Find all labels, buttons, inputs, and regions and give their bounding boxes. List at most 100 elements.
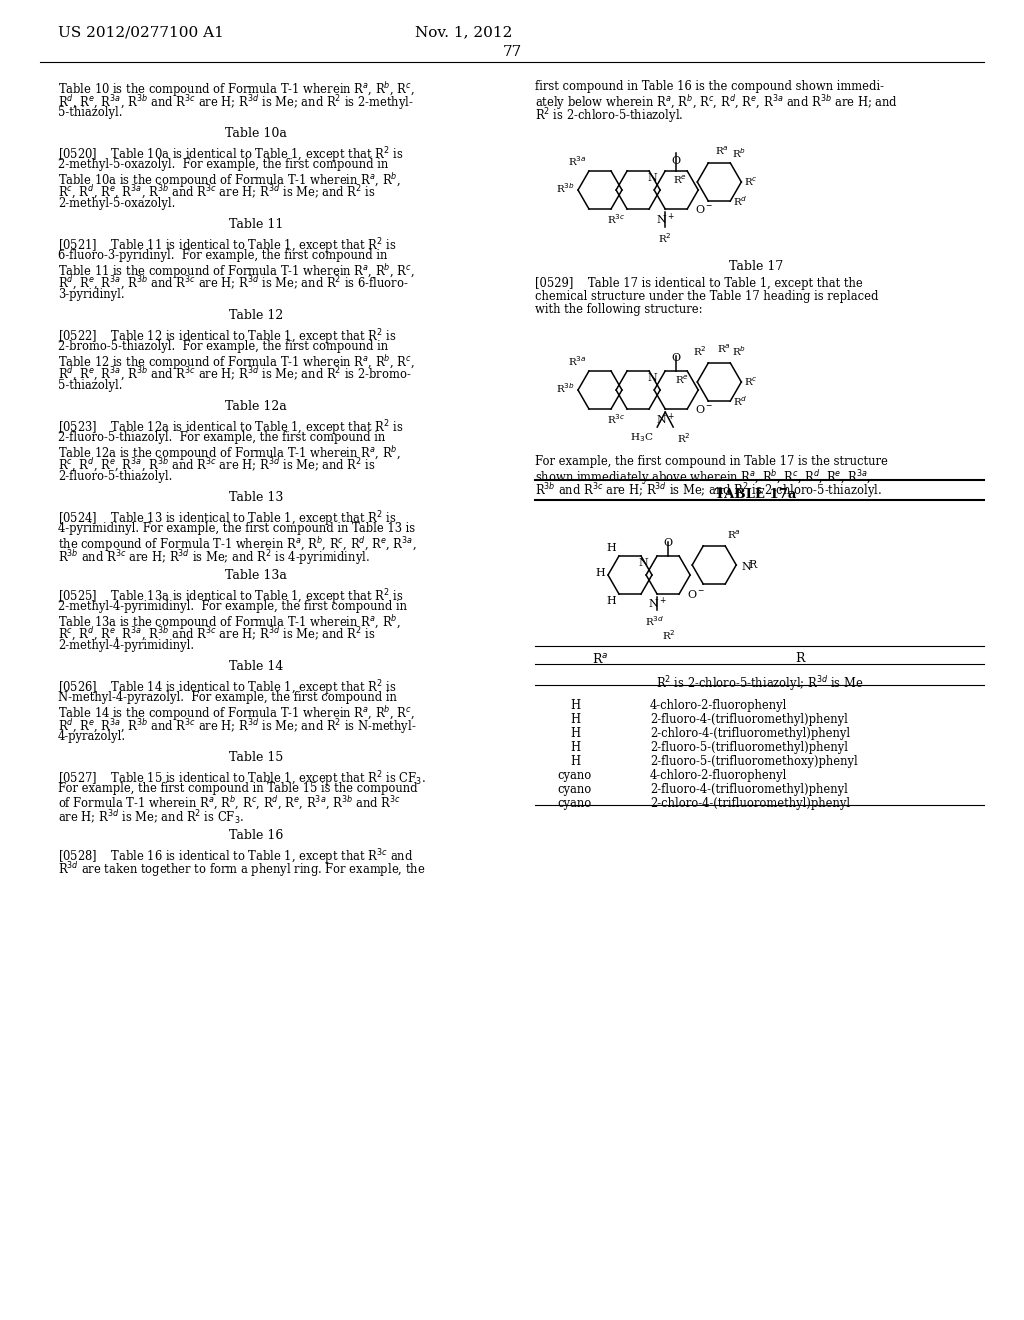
Text: H$_3$C: H$_3$C: [630, 432, 653, 444]
Text: N$^+$: N$^+$: [655, 412, 675, 428]
Text: R$^2$: R$^2$: [663, 628, 676, 642]
Text: H: H: [606, 543, 616, 553]
Text: 2-methyl-5-oxazolyl.  For example, the first compound in: 2-methyl-5-oxazolyl. For example, the fi…: [58, 158, 388, 172]
Text: R$^{3d}$: R$^{3d}$: [644, 614, 664, 628]
Text: R$^c$, R$^d$, R$^e$, R$^{3a}$, R$^{3b}$ and R$^{3c}$ are H; R$^{3d}$ is Me; and : R$^c$, R$^d$, R$^e$, R$^{3a}$, R$^{3b}$ …: [58, 626, 376, 643]
Text: Table 12a is the compound of Formula T-1 wherein R$^a$, R$^b$,: Table 12a is the compound of Formula T-1…: [58, 444, 400, 463]
Text: R$^a$: R$^a$: [727, 528, 741, 541]
Text: O$^-$: O$^-$: [695, 203, 714, 215]
Text: N: N: [639, 558, 648, 569]
Text: Table 15: Table 15: [229, 751, 283, 764]
Text: 2-fluoro-5-(trifluoromethyl)phenyl: 2-fluoro-5-(trifluoromethyl)phenyl: [650, 741, 848, 754]
Text: R$^{3d}$ are taken together to form a phenyl ring. For example, the: R$^{3d}$ are taken together to form a ph…: [58, 861, 425, 879]
Text: R$^{3b}$ and R$^{3c}$ are H; R$^{3d}$ is Me; and R$^2$ is 2-chloro-5-thiazolyl.: R$^{3b}$ and R$^{3c}$ are H; R$^{3d}$ is…: [535, 480, 882, 500]
Text: N: N: [741, 562, 751, 572]
Text: 2-methyl-4-pyrimidinyl.: 2-methyl-4-pyrimidinyl.: [58, 639, 195, 652]
Text: TABLE 17a: TABLE 17a: [716, 488, 797, 502]
Text: [0523]    Table 12a is identical to Table 1, except that R$^2$ is: [0523] Table 12a is identical to Table 1…: [58, 418, 403, 438]
Text: For example, the first compound in Table 17 is the structure: For example, the first compound in Table…: [535, 455, 888, 469]
Text: R$^{3b}$: R$^{3b}$: [556, 381, 575, 395]
Text: R$^c$, R$^d$, R$^e$, R$^{3a}$, R$^{3b}$ and R$^{3c}$ are H; R$^{3d}$ is Me; and : R$^c$, R$^d$, R$^e$, R$^{3a}$, R$^{3b}$ …: [58, 457, 376, 474]
Text: R$^2$ is 2-chloro-5-thiazolyl; R$^{3d}$ is Me: R$^2$ is 2-chloro-5-thiazolyl; R$^{3d}$ …: [656, 675, 864, 693]
Text: [0520]    Table 10a is identical to Table 1, except that R$^2$ is: [0520] Table 10a is identical to Table 1…: [58, 145, 403, 165]
Text: Table 14: Table 14: [228, 660, 284, 673]
Text: 2-methyl-5-oxazolyl.: 2-methyl-5-oxazolyl.: [58, 197, 175, 210]
Text: R$^e$: R$^e$: [673, 174, 687, 186]
Text: with the following structure:: with the following structure:: [535, 304, 702, 315]
Text: cyano: cyano: [558, 783, 592, 796]
Text: Table 11 is the compound of Formula T-1 wherein R$^a$, R$^b$, R$^c$,: Table 11 is the compound of Formula T-1 …: [58, 261, 415, 281]
Text: [0528]    Table 16 is identical to Table 1, except that R$^{3c}$ and: [0528] Table 16 is identical to Table 1,…: [58, 847, 414, 867]
Text: R$^2$: R$^2$: [692, 345, 707, 358]
Text: Table 16: Table 16: [228, 829, 284, 842]
Text: 2-fluoro-5-thiazolyl.: 2-fluoro-5-thiazolyl.: [58, 470, 172, 483]
Text: Table 12a: Table 12a: [225, 400, 287, 413]
Text: US 2012/0277100 A1: US 2012/0277100 A1: [58, 25, 224, 40]
Text: H: H: [570, 755, 580, 768]
Text: Table 17: Table 17: [729, 260, 783, 273]
Text: N: N: [648, 374, 657, 384]
Text: [0524]    Table 13 is identical to Table 1, except that R$^2$ is: [0524] Table 13 is identical to Table 1,…: [58, 510, 396, 528]
Text: Table 12: Table 12: [229, 309, 283, 322]
Text: 5-thiazolyl.: 5-thiazolyl.: [58, 106, 123, 119]
Text: R$^a$: R$^a$: [718, 343, 731, 355]
Text: R$^2$: R$^2$: [658, 231, 672, 244]
Text: R$^{3c}$: R$^{3c}$: [606, 412, 625, 426]
Text: R$^b$: R$^b$: [732, 147, 746, 160]
Text: ately below wherein R$^a$, R$^b$, R$^c$, R$^d$, R$^e$, R$^{3a}$ and R$^{3b}$ are: ately below wherein R$^a$, R$^b$, R$^c$,…: [535, 92, 898, 112]
Text: chemical structure under the Table 17 heading is replaced: chemical structure under the Table 17 he…: [535, 290, 879, 304]
Text: H: H: [570, 713, 580, 726]
Text: R$^c$: R$^c$: [744, 176, 758, 189]
Text: of Formula T-1 wherein R$^a$, R$^b$, R$^c$, R$^d$, R$^e$, R$^{3a}$, R$^{3b}$ and: of Formula T-1 wherein R$^a$, R$^b$, R$^…: [58, 795, 401, 812]
Text: cyano: cyano: [558, 770, 592, 781]
Text: R$^{3b}$: R$^{3b}$: [556, 181, 575, 195]
Text: R$^{3a}$: R$^{3a}$: [568, 154, 587, 168]
Text: 6-fluoro-3-pyridinyl.  For example, the first compound in: 6-fluoro-3-pyridinyl. For example, the f…: [58, 249, 387, 261]
Text: Nov. 1, 2012: Nov. 1, 2012: [415, 25, 512, 40]
Text: 3-pyridinyl.: 3-pyridinyl.: [58, 288, 125, 301]
Text: R$^2$: R$^2$: [677, 432, 691, 445]
Text: cyano: cyano: [558, 797, 592, 810]
Text: R$^b$: R$^b$: [732, 345, 746, 358]
Text: 2-chloro-4-(trifluoromethyl)phenyl: 2-chloro-4-(trifluoromethyl)phenyl: [650, 727, 850, 741]
Text: 5-thiazolyl.: 5-thiazolyl.: [58, 379, 123, 392]
Text: the compound of Formula T-1 wherein R$^a$, R$^b$, R$^c$, R$^d$, R$^e$, R$^{3a}$,: the compound of Formula T-1 wherein R$^a…: [58, 535, 417, 554]
Text: H: H: [570, 727, 580, 741]
Text: 4-chloro-2-fluorophenyl: 4-chloro-2-fluorophenyl: [650, 700, 787, 711]
Text: O$^-$: O$^-$: [687, 587, 706, 601]
Text: N$^+$: N$^+$: [655, 213, 675, 227]
Text: [0527]    Table 15 is identical to Table 1, except that R$^2$ is CF$_3$.: [0527] Table 15 is identical to Table 1,…: [58, 770, 426, 788]
Text: R: R: [749, 560, 757, 570]
Text: 2-fluoro-4-(trifluoromethyl)phenyl: 2-fluoro-4-(trifluoromethyl)phenyl: [650, 713, 848, 726]
Text: [0522]    Table 12 is identical to Table 1, except that R$^2$ is: [0522] Table 12 is identical to Table 1,…: [58, 327, 396, 347]
Text: are H; R$^{3d}$ is Me; and R$^2$ is CF$_3$.: are H; R$^{3d}$ is Me; and R$^2$ is CF$_…: [58, 808, 244, 826]
Text: N-methyl-4-pyrazolyl.  For example, the first compound in: N-methyl-4-pyrazolyl. For example, the f…: [58, 690, 397, 704]
Text: H: H: [606, 597, 616, 606]
Text: O$^-$: O$^-$: [695, 403, 714, 414]
Text: Table 10a is the compound of Formula T-1 wherein R$^a$, R$^b$,: Table 10a is the compound of Formula T-1…: [58, 172, 400, 190]
Text: For example, the first compound in Table 15 is the compound: For example, the first compound in Table…: [58, 781, 418, 795]
Text: H: H: [570, 741, 580, 754]
Text: R$^c$, R$^d$, R$^e$, R$^{3a}$, R$^{3b}$ and R$^{3c}$ are H; R$^{3d}$ is Me; and : R$^c$, R$^d$, R$^e$, R$^{3a}$, R$^{3b}$ …: [58, 183, 376, 202]
Text: Table 10a: Table 10a: [225, 127, 287, 140]
Text: Table 14 is the compound of Formula T-1 wherein R$^a$, R$^b$, R$^c$,: Table 14 is the compound of Formula T-1 …: [58, 704, 415, 723]
Text: 4-pyrimidinyl. For example, the first compound in Table 13 is: 4-pyrimidinyl. For example, the first co…: [58, 521, 415, 535]
Text: first compound in Table 16 is the compound shown immedi-: first compound in Table 16 is the compou…: [535, 81, 884, 92]
Text: N: N: [648, 173, 657, 183]
Text: R$^d$, R$^e$, R$^{3a}$, R$^{3b}$ and R$^{3c}$ are H; R$^{3d}$ is Me; and R$^2$ i: R$^d$, R$^e$, R$^{3a}$, R$^{3b}$ and R$^…: [58, 275, 409, 292]
Text: 4-chloro-2-fluorophenyl: 4-chloro-2-fluorophenyl: [650, 770, 787, 781]
Text: R$^2$ is 2-chloro-5-thiazolyl.: R$^2$ is 2-chloro-5-thiazolyl.: [535, 106, 683, 125]
Text: H: H: [595, 568, 605, 578]
Text: shown immediately above wherein R$^a$, R$^b$, R$^c$, R$^d$, R$^e$, R$^{3a}$,: shown immediately above wherein R$^a$, R…: [535, 469, 871, 487]
Text: Table 13a: Table 13a: [225, 569, 287, 582]
Text: R: R: [796, 652, 805, 665]
Text: N$^+$: N$^+$: [647, 597, 667, 611]
Text: R$^a$: R$^a$: [716, 145, 729, 157]
Text: R$^c$: R$^c$: [744, 376, 758, 388]
Text: H: H: [570, 700, 580, 711]
Text: 77: 77: [503, 45, 521, 59]
Text: 2-fluoro-5-thiazolyl.  For example, the first compound in: 2-fluoro-5-thiazolyl. For example, the f…: [58, 432, 385, 444]
Text: 2-fluoro-4-(trifluoromethyl)phenyl: 2-fluoro-4-(trifluoromethyl)phenyl: [650, 783, 848, 796]
Text: 2-methyl-4-pyrimidinyl.  For example, the first compound in: 2-methyl-4-pyrimidinyl. For example, the…: [58, 601, 407, 612]
Text: R$^d$: R$^d$: [733, 395, 748, 408]
